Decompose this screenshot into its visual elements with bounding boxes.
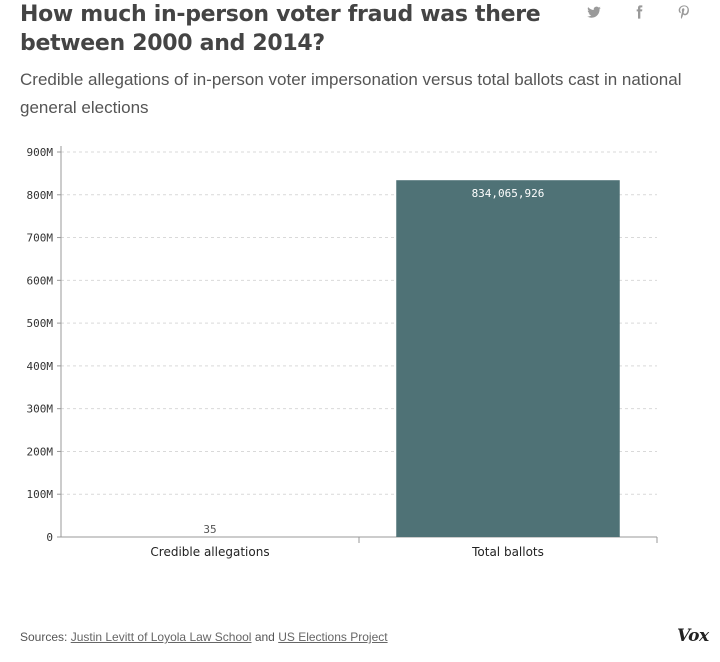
vox-logo: Vox [677, 626, 709, 646]
y-tick-label: 300M [27, 403, 54, 416]
sources-footer: Sources: Justin Levitt of Loyola Law Sch… [20, 630, 388, 644]
bar-value-label: 834,065,926 [472, 187, 545, 200]
chart-title: How much in-person voter fraud was there… [20, 2, 541, 56]
y-tick-label: 600M [27, 274, 54, 287]
x-tick-label: Total ballots [471, 545, 544, 559]
facebook-icon[interactable] [631, 4, 647, 20]
bar [396, 180, 620, 537]
pinterest-icon[interactable] [676, 4, 692, 20]
y-tick-label: 400M [27, 360, 54, 373]
chart-subtitle: Credible allegations of in-person voter … [20, 70, 682, 117]
y-tick-label: 200M [27, 445, 54, 458]
twitter-icon[interactable] [586, 4, 602, 20]
source-link-levitt[interactable]: Justin Levitt of Loyola Law School [70, 630, 252, 644]
y-tick-label: 100M [27, 488, 54, 501]
x-tick-label: Credible allegations [150, 545, 269, 559]
y-tick-label: 500M [27, 317, 54, 330]
sources-and: and [254, 630, 275, 644]
y-tick-label: 900M [27, 146, 54, 159]
bar-chart: 0 100M 200M 300M 400M 500M 600M 700M 800M 900M 35 C… [27, 146, 658, 559]
bar-value-label: 35 [203, 523, 216, 536]
source-link-us-elections-project[interactable]: US Elections Project [278, 630, 388, 644]
y-tick-label: 0 [46, 531, 53, 544]
y-tick-label: 700M [27, 232, 54, 245]
y-tick-label: 800M [27, 189, 54, 202]
sources-label: Sources: [20, 630, 68, 644]
